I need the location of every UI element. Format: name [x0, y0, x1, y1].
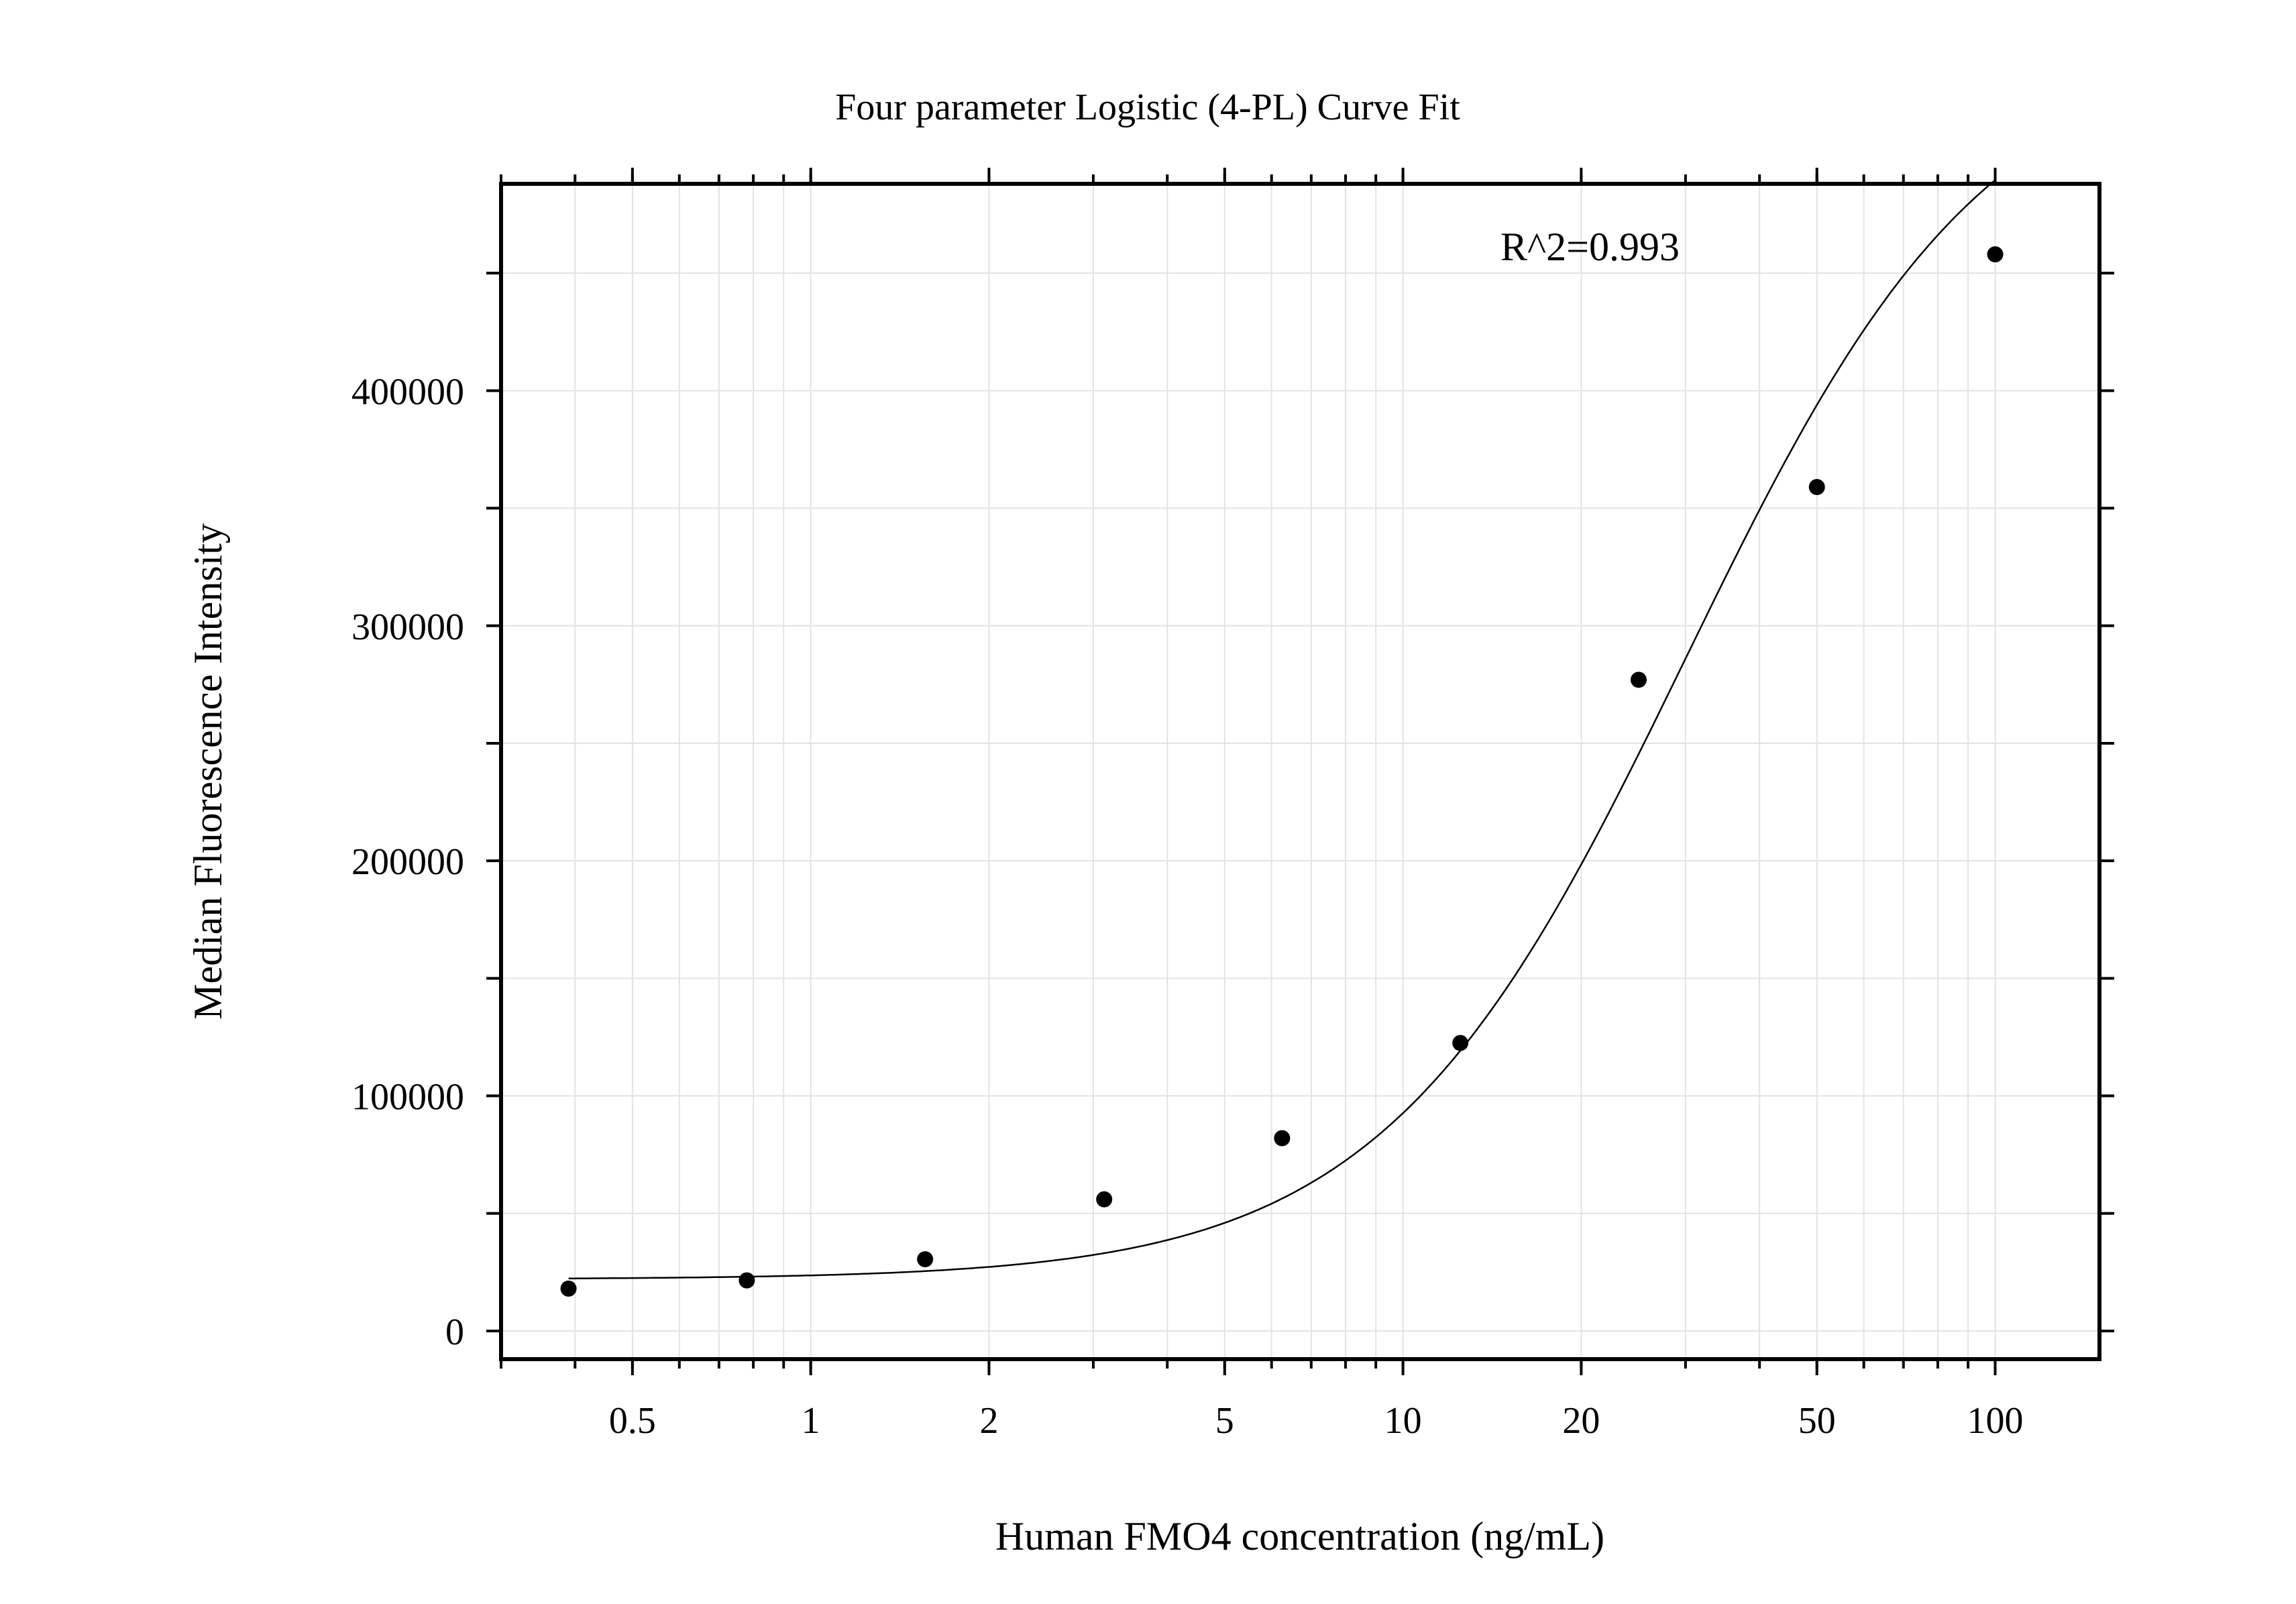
x-tick-label: 50: [1798, 1400, 1836, 1442]
grid: [500, 184, 2099, 1359]
data-point: [560, 1280, 577, 1297]
data-point: [1274, 1130, 1291, 1146]
x-tick-label: 1: [802, 1400, 820, 1442]
x-axis-label: Human FMO4 concentration (ng/mL): [995, 1514, 1604, 1558]
axis-ticks: [486, 168, 2114, 1375]
x-tick-label: 0.5: [609, 1400, 656, 1442]
data-point: [1452, 1034, 1469, 1051]
y-tick-label: 200000: [351, 841, 464, 883]
y-axis-label: Median Fluorescence Intensity: [186, 523, 230, 1020]
r-squared-annotation: R^2=0.993: [1500, 225, 1680, 269]
fit-curve: [568, 179, 1996, 1279]
data-point: [1096, 1191, 1113, 1208]
chart-title: Four parameter Logistic (4-PL) Curve Fit: [835, 87, 1460, 128]
data-point: [917, 1251, 934, 1268]
plot-frame: [499, 182, 2101, 1361]
x-tick-label: 10: [1384, 1400, 1422, 1442]
data-point: [739, 1272, 755, 1289]
fit-curve-layer: [568, 179, 1996, 1279]
y-tick-label: 400000: [351, 371, 464, 413]
y-tick-label: 300000: [351, 606, 464, 648]
x-tick-label: 100: [1967, 1400, 2024, 1442]
x-tick-label: 20: [1562, 1400, 1600, 1442]
y-tick-label: 0: [445, 1312, 464, 1353]
data-point: [1630, 672, 1647, 688]
y-tick-label: 100000: [351, 1077, 464, 1118]
data-point: [1808, 479, 1825, 496]
x-tick-labels: 0.5 1 2 5 10 20 50 100: [609, 1400, 2024, 1442]
x-tick-label: 2: [979, 1400, 998, 1442]
data-points: [560, 246, 2004, 1297]
data-point: [1987, 246, 2004, 263]
y-tick-labels: 0 100000 200000 300000 400000: [351, 371, 464, 1353]
x-tick-label: 5: [1215, 1400, 1234, 1442]
